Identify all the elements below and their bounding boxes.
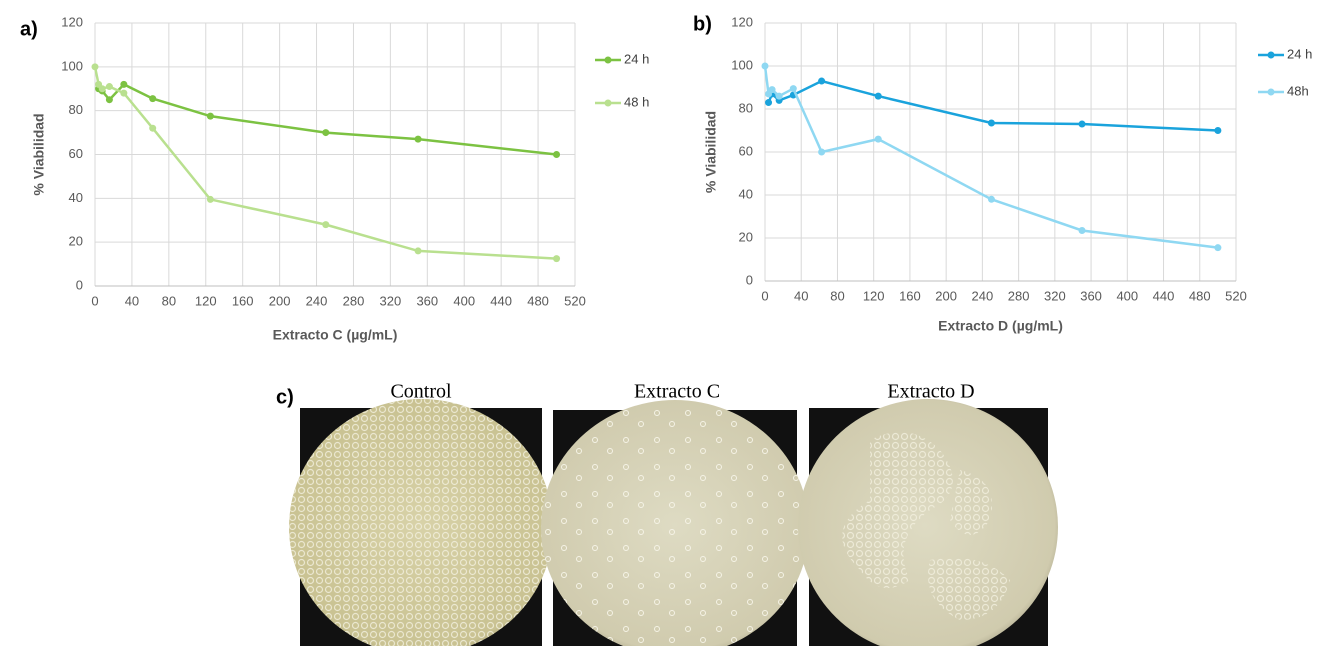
x-tick-label: 40: [794, 288, 808, 303]
legend-marker: [1267, 88, 1275, 96]
y-tick-label: 0: [76, 277, 83, 292]
data-point: [987, 195, 995, 203]
x-tick-label: 200: [269, 293, 291, 308]
data-point: [120, 80, 128, 88]
image-title: Extracto C: [634, 381, 720, 403]
data-point: [818, 148, 826, 156]
x-tick-label: 280: [343, 293, 365, 308]
data-point: [761, 62, 769, 70]
data-point: [1078, 226, 1086, 234]
x-tick-label: 200: [935, 288, 957, 303]
x-tick-label: 120: [195, 293, 217, 308]
x-tick-label: 520: [564, 293, 586, 308]
x-tick-label: 400: [453, 293, 475, 308]
x-tick-label: 0: [761, 288, 768, 303]
x-tick-label: 320: [380, 293, 402, 308]
y-tick-label: 20: [69, 234, 83, 249]
x-tick-label: 160: [232, 293, 254, 308]
y-tick-label: 80: [739, 100, 753, 115]
micrograph-extracto-c: [541, 400, 809, 646]
panel-label: c): [276, 386, 294, 408]
x-tick-label: 240: [306, 293, 328, 308]
data-point: [91, 63, 99, 71]
x-tick-label: 360: [416, 293, 438, 308]
y-axis-title: % Viabilidad: [31, 113, 47, 195]
data-point: [874, 135, 882, 143]
legend-label: 48 h: [624, 94, 649, 109]
y-tick-label: 20: [739, 229, 753, 244]
y-tick-label: 40: [69, 190, 83, 205]
y-tick-label: 60: [739, 143, 753, 158]
x-tick-label: 160: [899, 288, 921, 303]
x-tick-label: 440: [490, 293, 512, 308]
data-point: [987, 119, 995, 127]
data-point: [206, 195, 214, 203]
data-point: [775, 92, 783, 100]
data-point: [120, 89, 128, 97]
y-tick-label: 0: [746, 272, 753, 287]
data-point: [1214, 244, 1222, 252]
y-tick-label: 100: [61, 58, 83, 73]
legend-marker: [604, 99, 612, 107]
data-point: [414, 247, 422, 255]
y-axis-title: % Viabilidad: [703, 111, 719, 193]
x-tick-label: 0: [91, 293, 98, 308]
micrograph-control: [289, 399, 553, 646]
data-point: [149, 95, 157, 103]
micrograph-extracto-d: [798, 399, 1058, 646]
series-line: [97, 82, 557, 156]
x-tick-label: 40: [125, 293, 139, 308]
data-point: [105, 96, 113, 104]
series-line: [763, 65, 1219, 249]
y-tick-label: 40: [739, 186, 753, 201]
legend-label: 24 h: [1287, 46, 1312, 61]
image-title: Control: [390, 381, 452, 403]
legend-label: 48h: [1287, 83, 1309, 98]
legend-label: 24 h: [624, 51, 649, 66]
y-tick-label: 120: [731, 14, 753, 29]
x-tick-label: 80: [830, 288, 844, 303]
image-title: Extracto D: [887, 381, 974, 403]
y-tick-label: 100: [731, 57, 753, 72]
data-point: [206, 112, 214, 120]
x-tick-label: 480: [1189, 288, 1211, 303]
data-point: [818, 77, 826, 85]
legend-marker: [1267, 51, 1275, 59]
data-point: [414, 135, 422, 143]
x-axis-title: Extracto C (µg/mL): [273, 327, 398, 343]
data-point: [765, 99, 773, 107]
data-point: [553, 151, 561, 158]
x-tick-label: 480: [527, 293, 549, 308]
data-point: [1214, 127, 1222, 134]
data-point: [149, 124, 157, 132]
x-tick-label: 280: [1008, 288, 1030, 303]
data-point: [789, 85, 797, 93]
x-tick-label: 360: [1080, 288, 1102, 303]
x-tick-label: 80: [162, 293, 176, 308]
y-tick-label: 80: [69, 102, 83, 117]
x-tick-label: 520: [1225, 288, 1247, 303]
data-point: [322, 129, 330, 137]
x-tick-label: 440: [1153, 288, 1175, 303]
panel-label: b): [693, 13, 712, 35]
panel-label: a): [20, 18, 38, 40]
x-tick-label: 320: [1044, 288, 1066, 303]
data-point: [1078, 120, 1086, 128]
y-tick-label: 60: [69, 146, 83, 161]
data-point: [553, 255, 561, 263]
x-tick-label: 120: [863, 288, 885, 303]
data-point: [105, 83, 113, 91]
x-tick-label: 240: [972, 288, 994, 303]
y-tick-label: 120: [61, 14, 83, 29]
series-line: [93, 66, 557, 260]
data-point: [98, 85, 106, 93]
x-axis-title: Extracto D (µg/mL): [938, 318, 1063, 334]
data-point: [322, 221, 330, 229]
data-point: [874, 92, 882, 100]
data-point: [768, 86, 776, 94]
legend-marker: [604, 56, 612, 64]
x-tick-label: 400: [1116, 288, 1138, 303]
